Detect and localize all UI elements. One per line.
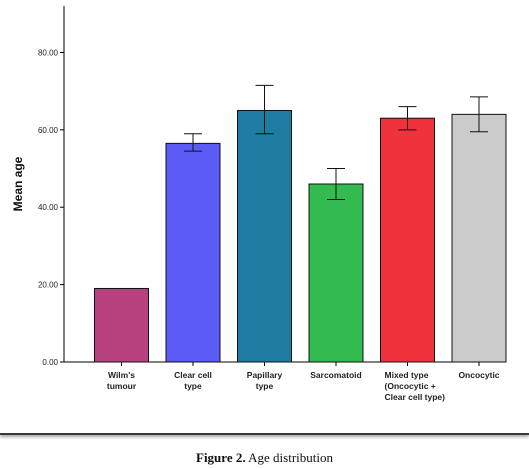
bar [94, 287, 149, 363]
bar [451, 113, 507, 363]
y-tick-label: 20.00 [38, 281, 59, 290]
x-category-label: Papillary [247, 370, 283, 380]
x-category-label: Clear cell type) [385, 392, 446, 402]
y-tick-label: 80.00 [38, 48, 59, 57]
y-tick-label: 0.00 [42, 358, 58, 367]
y-tick-label: 60.00 [38, 126, 59, 135]
y-axis-label: Mean age [11, 156, 25, 211]
x-category-label: Oncocytic [458, 370, 499, 380]
x-category-label: tumour [107, 381, 137, 391]
bar [165, 142, 221, 363]
bar-chart: 0.00 20.00 40.00 60.00 80.00 Mean age Wilm'stu… [11, 6, 507, 402]
x-category-label: (Oncocytic + [385, 381, 436, 391]
x-category-label: Wilm's [108, 370, 135, 380]
x-category-label: type [184, 381, 202, 391]
chart-frame: 0.00 20.00 40.00 60.00 80.00 Mean age Wilm's tu… [0, 6, 529, 435]
bar [237, 109, 292, 363]
x-category-label: Sarcomatoid [310, 370, 362, 380]
x-category-label: Mixed type [385, 370, 429, 380]
figure-caption: Figure 2. Age distribution [0, 450, 529, 466]
caption-text: Age distribution [245, 450, 333, 465]
x-category-label: type [256, 381, 274, 391]
y-tick-label: 40.00 [38, 203, 59, 212]
caption-label: Figure 2. [196, 450, 246, 465]
bar [380, 117, 435, 363]
x-category-label: Clear cell [174, 370, 212, 380]
bar [308, 183, 364, 363]
